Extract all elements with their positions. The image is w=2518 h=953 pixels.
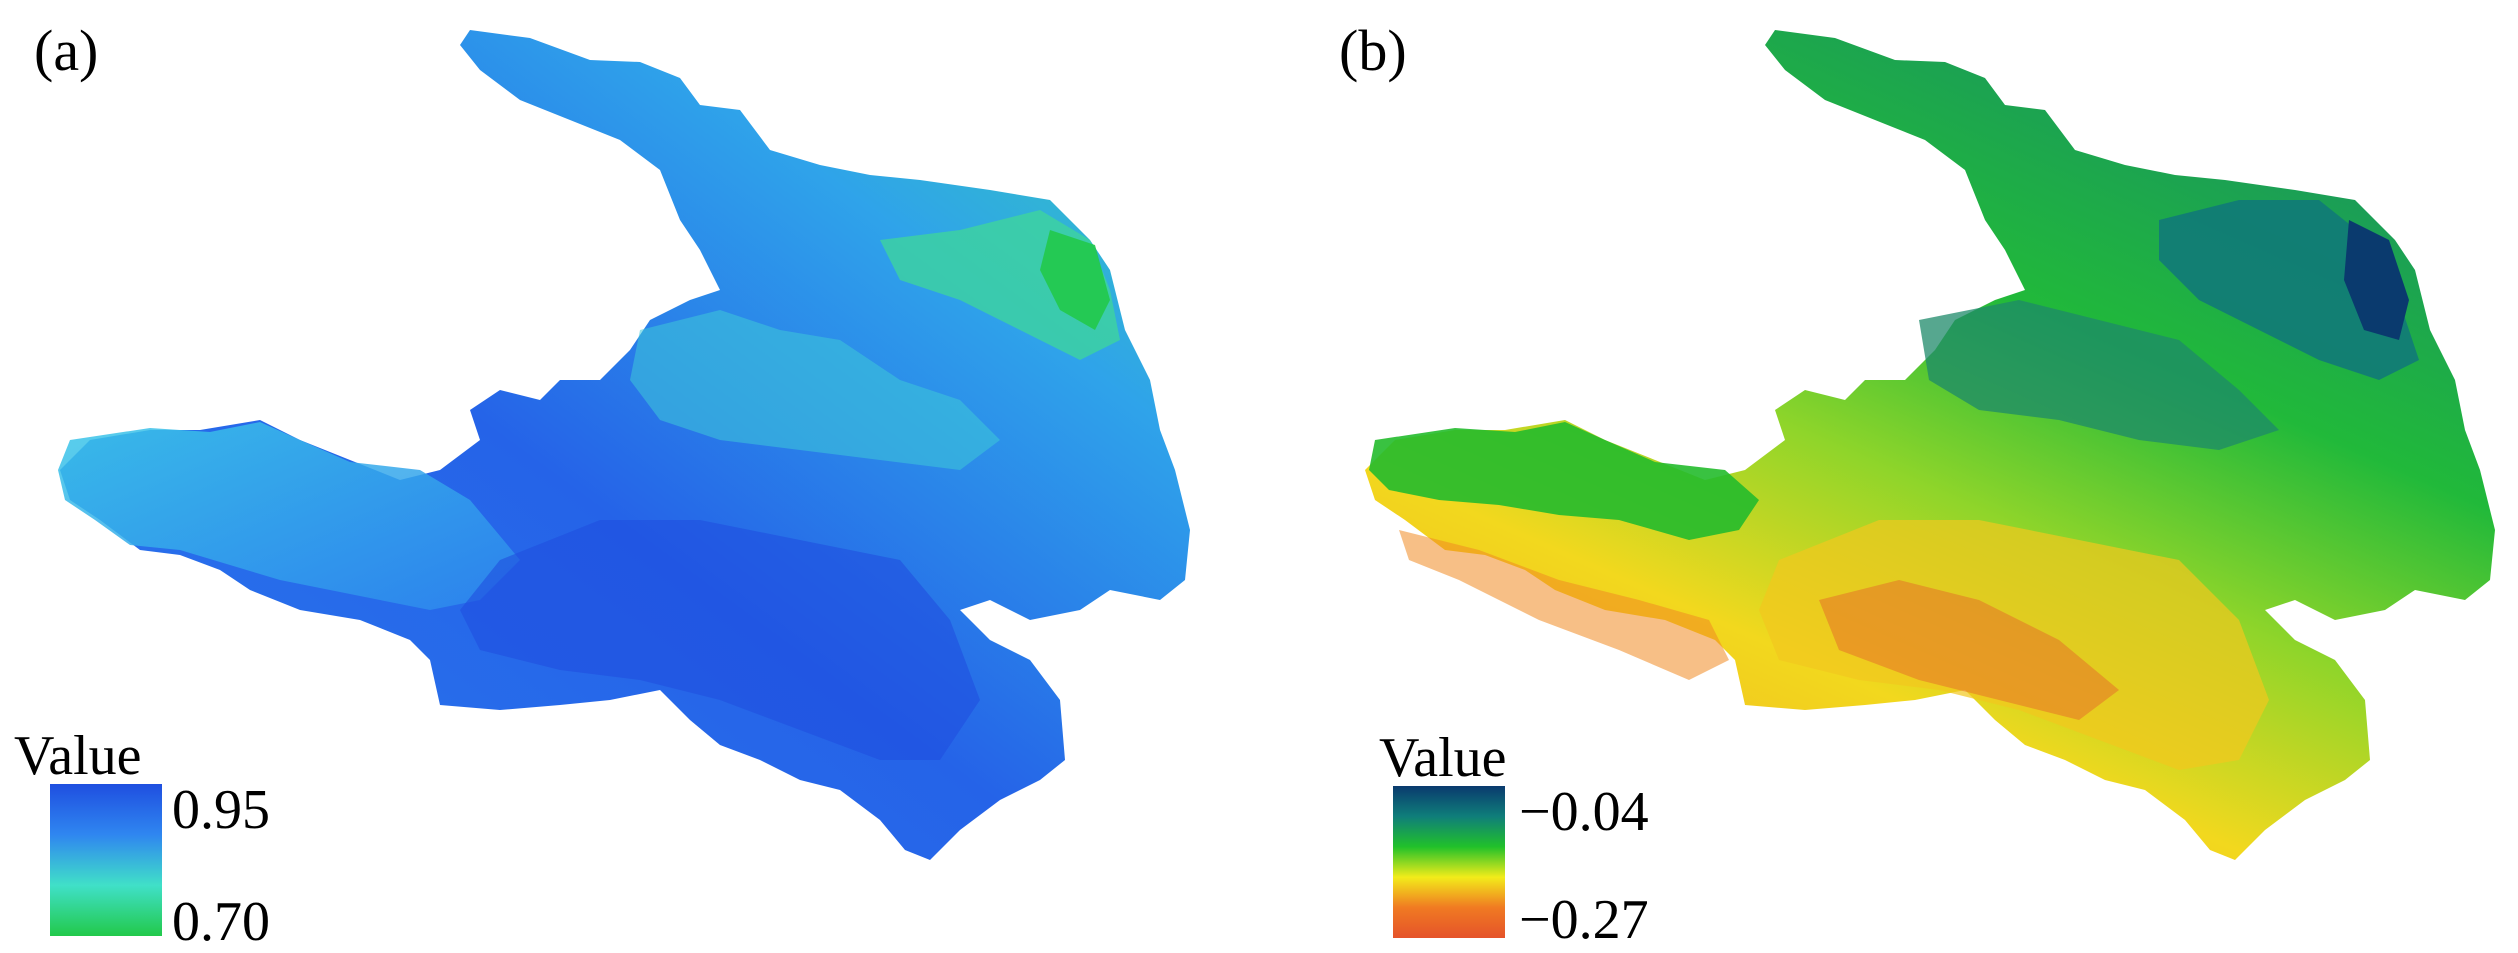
legend-a: Value 0.95 0.70 [14, 725, 314, 950]
legend-title: Value [1379, 727, 1507, 789]
map-a [58, 30, 1190, 860]
region-central-a [630, 310, 1000, 470]
region-west-a [58, 422, 520, 610]
panel-b: (b) Value −0.04 −0.27 [1259, 0, 2518, 948]
panel-a: (a) Value 0.95 0.70 [0, 0, 1259, 950]
panel-label-b: (b) [1339, 18, 1407, 83]
legend-min-label: 0.70 [172, 891, 270, 953]
region-ne-core-a [1040, 230, 1110, 330]
legend-color-ramp [50, 784, 162, 936]
map-b [1365, 30, 2495, 860]
region-central-b [1919, 300, 2279, 450]
legend-min-label: −0.27 [1519, 889, 1649, 951]
legend-color-ramp [1393, 786, 1505, 938]
legend-b: Value −0.04 −0.27 [1379, 727, 1699, 948]
region-south-b [1759, 520, 2269, 770]
region-southwest-b [1399, 530, 1729, 680]
panel-label-a: (a) [34, 18, 99, 83]
region-south-hot-b [1819, 580, 2119, 720]
region-ne-core-b [2344, 220, 2409, 340]
legend-max-label: −0.04 [1519, 781, 1649, 843]
region-west-b [1369, 422, 1759, 540]
region-south-a [460, 520, 980, 760]
legend-title: Value [14, 725, 142, 787]
legend-max-label: 0.95 [172, 779, 270, 841]
